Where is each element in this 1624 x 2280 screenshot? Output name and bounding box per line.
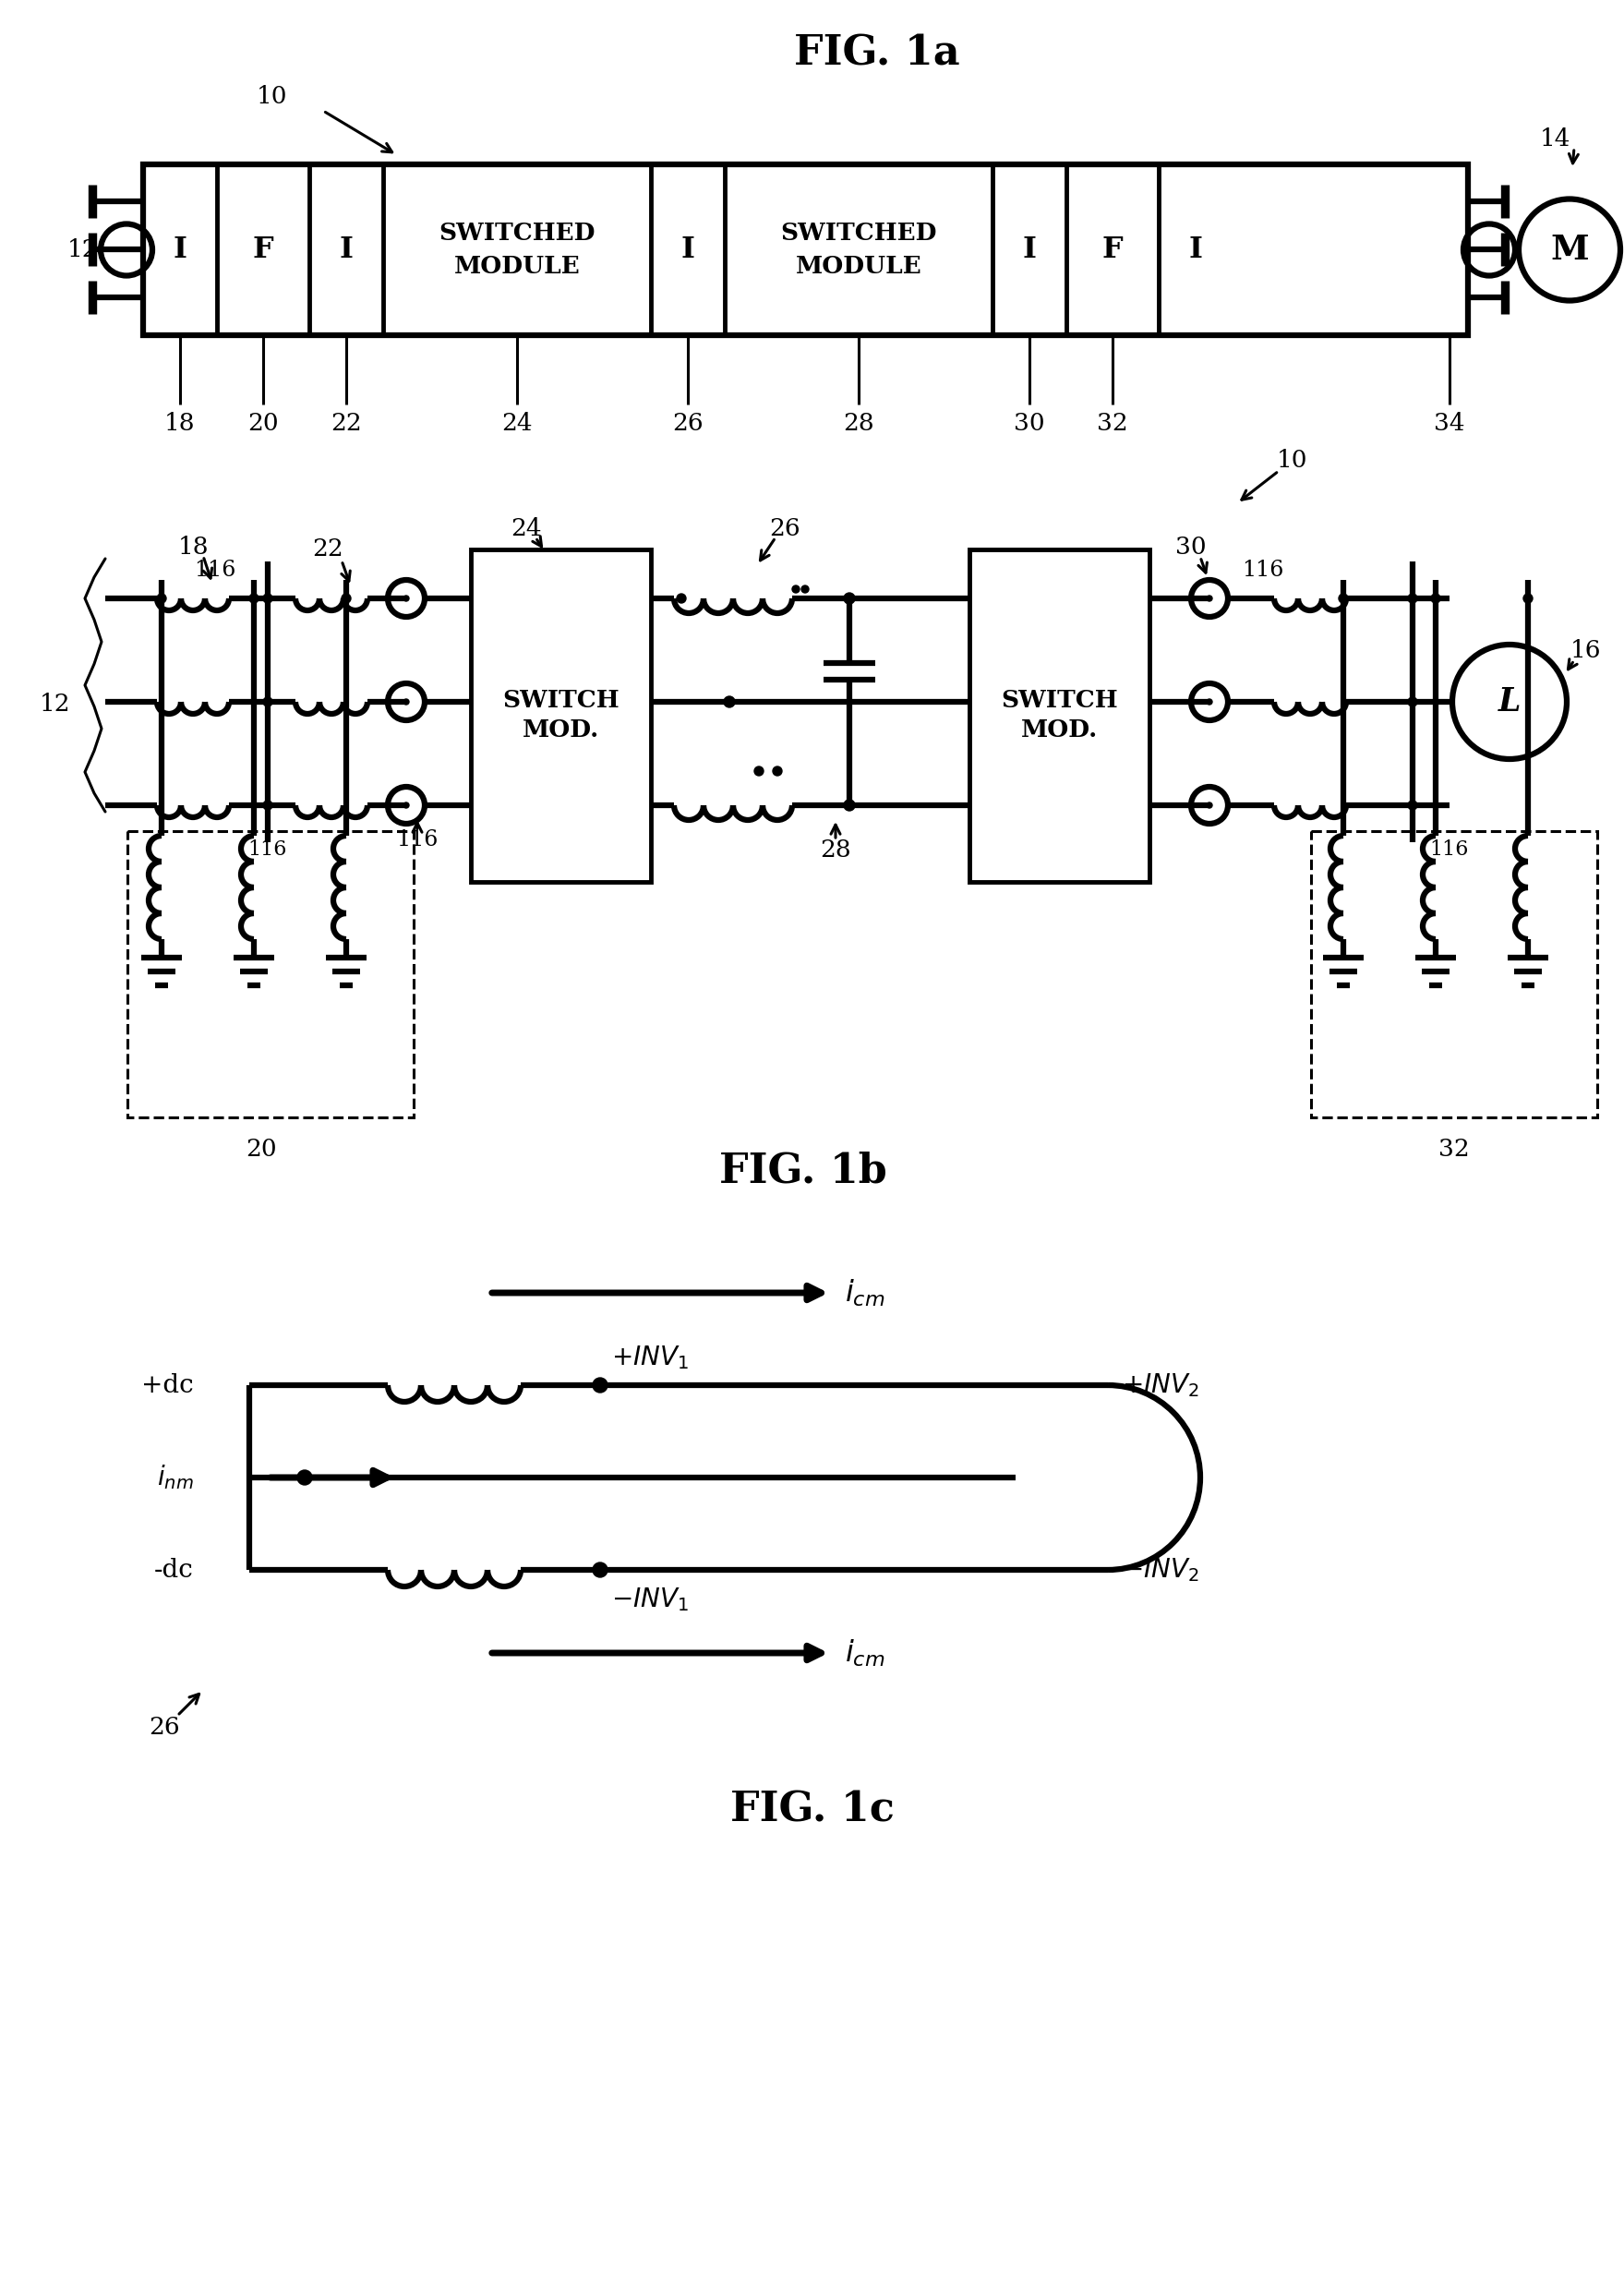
Circle shape	[341, 593, 351, 602]
Text: -dc: -dc	[154, 1557, 193, 1582]
Text: 12: 12	[68, 237, 99, 260]
Circle shape	[801, 586, 809, 593]
Text: I: I	[339, 235, 352, 264]
Text: 116: 116	[248, 839, 287, 860]
Text: I: I	[1189, 235, 1202, 264]
Text: 32: 32	[1439, 1138, 1470, 1161]
Text: $-INV_2$: $-INV_2$	[1122, 1557, 1199, 1585]
Circle shape	[593, 1377, 607, 1393]
Circle shape	[248, 593, 258, 602]
Circle shape	[677, 593, 685, 602]
Circle shape	[158, 593, 166, 602]
Text: 28: 28	[820, 839, 851, 862]
Text: SWITCHED: SWITCHED	[438, 221, 596, 244]
Text: FIG. 1a: FIG. 1a	[794, 34, 960, 73]
Bar	[143, 164, 1468, 335]
Circle shape	[297, 1471, 312, 1484]
Text: +dc: +dc	[141, 1373, 193, 1398]
Text: $+INV_2$: $+INV_2$	[1122, 1370, 1199, 1400]
Circle shape	[1207, 803, 1212, 807]
Text: 12: 12	[41, 693, 71, 716]
Bar	[471, 549, 651, 882]
Text: 32: 32	[1096, 410, 1129, 435]
Text: 10: 10	[1276, 449, 1307, 472]
Text: M: M	[1551, 233, 1588, 267]
Text: I: I	[1023, 235, 1036, 264]
Circle shape	[403, 803, 409, 807]
Text: 20: 20	[245, 1138, 276, 1161]
Text: 10: 10	[257, 84, 287, 109]
Circle shape	[844, 593, 854, 604]
Text: 28: 28	[843, 410, 874, 435]
Circle shape	[1431, 593, 1440, 602]
Text: 20: 20	[247, 410, 279, 435]
Text: 14: 14	[1540, 128, 1570, 150]
Text: F: F	[1103, 235, 1122, 264]
Circle shape	[263, 800, 273, 809]
Text: I: I	[680, 235, 695, 264]
Text: 116: 116	[193, 561, 235, 581]
Bar	[127, 832, 414, 1117]
Circle shape	[403, 595, 409, 602]
Text: I: I	[174, 235, 187, 264]
Circle shape	[1207, 595, 1212, 602]
Circle shape	[773, 766, 783, 775]
Text: L: L	[1499, 686, 1520, 718]
Text: MOD.: MOD.	[523, 718, 599, 741]
Circle shape	[724, 695, 736, 707]
Text: SWITCH: SWITCH	[502, 689, 619, 711]
Text: 24: 24	[502, 410, 533, 435]
Text: $-INV_1$: $-INV_1$	[611, 1585, 689, 1614]
Text: 26: 26	[149, 1715, 180, 1737]
Circle shape	[1207, 700, 1212, 705]
Text: $i_{cm}$: $i_{cm}$	[844, 1277, 885, 1309]
Text: SWITCH: SWITCH	[1000, 689, 1117, 711]
Text: MOD.: MOD.	[1021, 718, 1098, 741]
Text: $i_{nm}$: $i_{nm}$	[158, 1464, 193, 1491]
Text: 18: 18	[164, 410, 195, 435]
Text: 22: 22	[312, 538, 343, 561]
Text: 116: 116	[1431, 839, 1470, 860]
Circle shape	[1408, 698, 1418, 707]
Circle shape	[263, 593, 273, 602]
Text: 30: 30	[1176, 536, 1207, 559]
Text: 34: 34	[1434, 410, 1465, 435]
Circle shape	[754, 766, 763, 775]
Text: 116: 116	[1242, 561, 1283, 581]
Circle shape	[793, 586, 799, 593]
Circle shape	[1408, 593, 1418, 602]
Text: MODULE: MODULE	[453, 255, 580, 278]
Circle shape	[403, 700, 409, 705]
Text: 16: 16	[1570, 638, 1601, 663]
Text: SWITCHED: SWITCHED	[781, 221, 937, 244]
Text: $+INV_1$: $+INV_1$	[611, 1343, 689, 1370]
Text: $i_{cm}$: $i_{cm}$	[844, 1637, 885, 1669]
Text: 116: 116	[396, 830, 438, 850]
Text: FIG. 1b: FIG. 1b	[719, 1151, 887, 1190]
Text: 26: 26	[672, 410, 703, 435]
Text: 30: 30	[1013, 410, 1044, 435]
Bar	[1311, 832, 1598, 1117]
Circle shape	[844, 800, 854, 812]
Circle shape	[263, 698, 273, 707]
Text: MODULE: MODULE	[796, 255, 922, 278]
Text: 26: 26	[770, 518, 801, 540]
Text: 22: 22	[331, 410, 362, 435]
Text: FIG. 1c: FIG. 1c	[731, 1790, 895, 1831]
Circle shape	[1338, 593, 1348, 602]
Circle shape	[1523, 593, 1533, 602]
Bar	[970, 549, 1150, 882]
Text: F: F	[253, 235, 273, 264]
Text: 18: 18	[179, 536, 209, 559]
Circle shape	[1408, 800, 1418, 809]
Circle shape	[593, 1562, 607, 1578]
Text: 24: 24	[510, 518, 542, 540]
